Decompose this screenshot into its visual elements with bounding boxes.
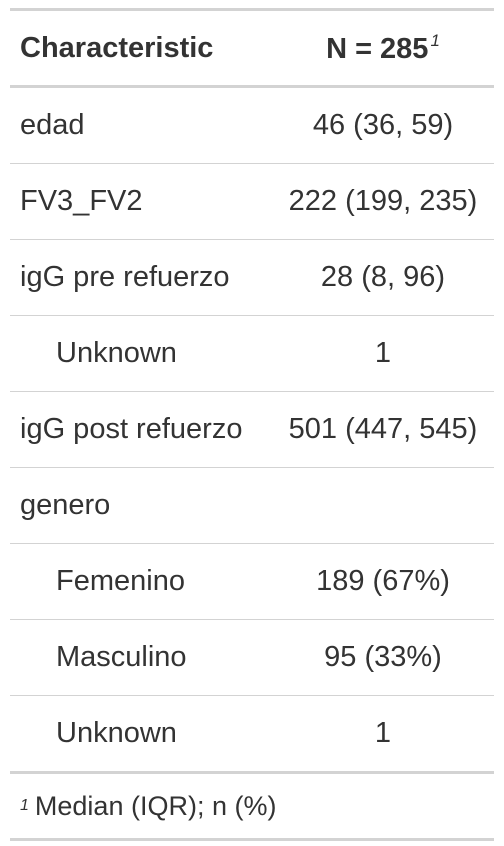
row-label: igG post refuerzo	[20, 413, 243, 445]
table-row: igG pre refuerzo 28 (8, 96)	[10, 240, 494, 316]
row-value: 222 (199, 235)	[288, 185, 478, 217]
footnote: 1 Median (IQR); n (%)	[10, 774, 494, 838]
row-value: 95 (33%)	[324, 641, 442, 673]
table-row: igG post refuerzo 501 (447, 545)	[10, 392, 494, 468]
header-row: Characteristic N = 285 1	[10, 11, 494, 85]
row-value: 46 (36, 59)	[312, 109, 454, 141]
header-n-label: N = 285	[326, 32, 429, 65]
row-label: edad	[20, 109, 85, 141]
row-value: 1	[374, 337, 392, 369]
row-label: FV3_FV2	[20, 185, 143, 217]
table-row: edad 46 (36, 59)	[10, 88, 494, 164]
table-row: FV3_FV2 222 (199, 235)	[10, 164, 494, 240]
row-label: Unknown	[56, 717, 177, 749]
row-value: 501 (447, 545)	[288, 413, 478, 445]
row-label: Femenino	[56, 565, 185, 597]
table-row: Femenino 189 (67%)	[10, 544, 494, 620]
row-value: 28 (8, 96)	[320, 261, 446, 293]
summary-table: Characteristic N = 285 1 edad 46 (36, 59)…	[10, 8, 494, 841]
header-characteristic: Characteristic	[20, 31, 214, 64]
row-value: 1	[374, 717, 392, 749]
footnote-marker: 1	[20, 797, 29, 814]
header-footnote-marker: 1	[430, 30, 440, 50]
bottom-rule	[10, 838, 494, 841]
table-row: genero	[10, 468, 494, 544]
header-n: N = 285 1	[272, 31, 494, 66]
row-label: Masculino	[56, 641, 187, 673]
row-label: Unknown	[56, 337, 177, 369]
body-bottom-rule	[10, 771, 494, 774]
table-row: Unknown 1	[10, 696, 494, 771]
footnote-text: Median (IQR); n (%)	[34, 790, 277, 821]
row-value: 189 (67%)	[316, 565, 450, 597]
row-label: genero	[20, 489, 111, 521]
header-rule	[10, 85, 494, 88]
table-row: Masculino 95 (33%)	[10, 620, 494, 696]
top-rule	[10, 8, 494, 11]
table-row: Unknown 1	[10, 316, 494, 392]
row-label: igG pre refuerzo	[20, 261, 230, 293]
